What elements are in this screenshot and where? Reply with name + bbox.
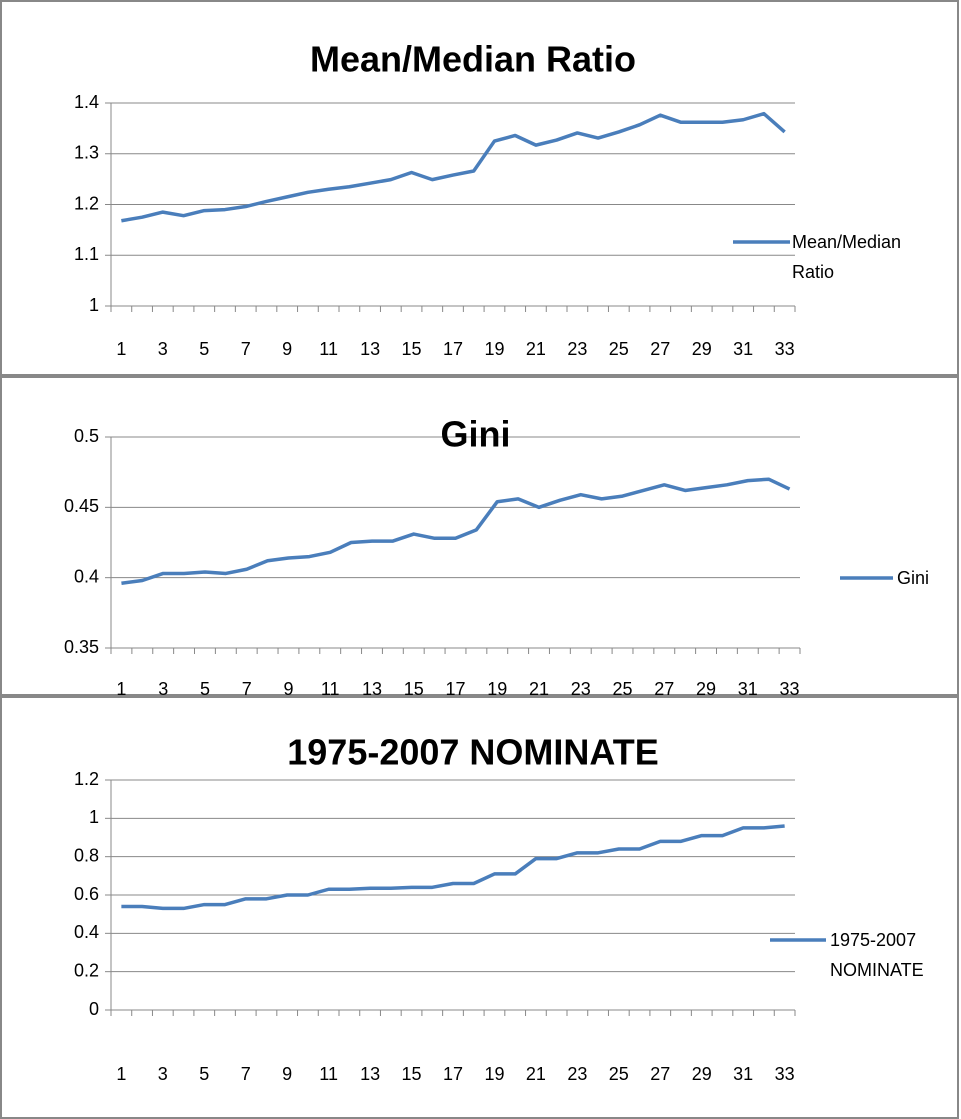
x-tick-label: 23 [567,1064,587,1084]
x-tick-label: 25 [613,679,633,699]
x-tick-label: 17 [443,339,463,359]
panel-border [0,376,959,696]
x-tick-label: 15 [402,339,422,359]
x-tick-label: 29 [692,339,712,359]
x-tick-label: 31 [733,339,753,359]
x-tick-label: 25 [609,339,629,359]
y-tick-label: 1 [89,295,99,315]
x-tick-label: 27 [650,339,670,359]
x-tick-label: 15 [404,679,424,699]
y-tick-label: 0 [89,999,99,1019]
x-tick-label: 9 [282,1064,292,1084]
x-tick-label: 31 [738,679,758,699]
x-tick-label: 21 [529,679,549,699]
x-tick-label: 33 [775,1064,795,1084]
x-tick-label: 13 [362,679,382,699]
x-tick-label: 27 [654,679,674,699]
chart-title: Mean/Median Ratio [310,39,636,80]
y-tick-label: 0.45 [64,496,99,516]
x-tick-label: 13 [360,1064,380,1084]
x-tick-label: 21 [526,339,546,359]
y-tick-label: 1 [89,807,99,827]
x-tick-label: 19 [487,679,507,699]
line [121,477,791,586]
x-tick-label: 17 [445,679,465,699]
x-tick-label: 11 [319,1064,338,1084]
legend-label: Mean/Median Ratio [792,232,902,282]
x-tick-label: 19 [484,339,504,359]
y-tick-label: 0.8 [74,845,99,865]
legend-label: Gini [897,568,930,588]
x-tick-label: 15 [402,1064,422,1084]
x-tick-label: 11 [319,339,338,359]
x-tick-label: 3 [158,1064,168,1084]
x-tick-label: 25 [609,1064,629,1084]
chart-title: Gini [441,414,511,455]
x-tick-label: 3 [158,679,168,699]
line [121,111,786,223]
y-tick-label: 0.35 [64,637,99,657]
y-tick-label: 1.3 [74,143,99,163]
x-tick-label: 13 [360,339,380,359]
y-tick-label: 1.2 [74,769,99,789]
y-tick-label: 1.2 [74,193,99,213]
x-tick-label: 33 [780,679,800,699]
x-tick-label: 7 [241,1064,251,1084]
x-tick-label: 23 [571,679,591,699]
y-tick-label: 1.4 [74,92,99,112]
y-tick-label: 1.1 [74,244,99,264]
x-tick-label: 23 [567,339,587,359]
x-tick-label: 31 [733,1064,753,1084]
x-tick-label: 1 [116,1064,126,1084]
y-tick-label: 0.2 [74,960,99,980]
x-tick-label: 29 [692,1064,712,1084]
legend-label: 1975-2007 NOMINATE [830,930,924,980]
x-tick-label: 5 [200,679,210,699]
panel-border [0,0,959,376]
y-tick-label: 0.5 [74,426,99,446]
x-tick-label: 29 [696,679,716,699]
x-tick-label: 11 [321,679,340,699]
x-tick-label: 7 [242,679,252,699]
x-tick-label: 5 [199,1064,209,1084]
x-tick-label: 7 [241,339,251,359]
x-tick-label: 1 [116,679,126,699]
x-tick-label: 27 [650,1064,670,1084]
x-tick-label: 21 [526,1064,546,1084]
panel-border [0,696,959,1119]
line [121,824,785,911]
x-tick-label: 5 [199,339,209,359]
y-tick-label: 0.4 [74,566,99,586]
x-tick-label: 9 [282,339,292,359]
chart-title: 1975-2007 NOMINATE [287,732,658,773]
x-tick-label: 1 [116,339,126,359]
x-tick-label: 3 [158,339,168,359]
x-tick-label: 19 [484,1064,504,1084]
y-tick-label: 0.6 [74,884,99,904]
x-tick-label: 33 [775,339,795,359]
x-tick-label: 9 [283,679,293,699]
y-tick-label: 0.4 [74,922,99,942]
x-tick-label: 17 [443,1064,463,1084]
